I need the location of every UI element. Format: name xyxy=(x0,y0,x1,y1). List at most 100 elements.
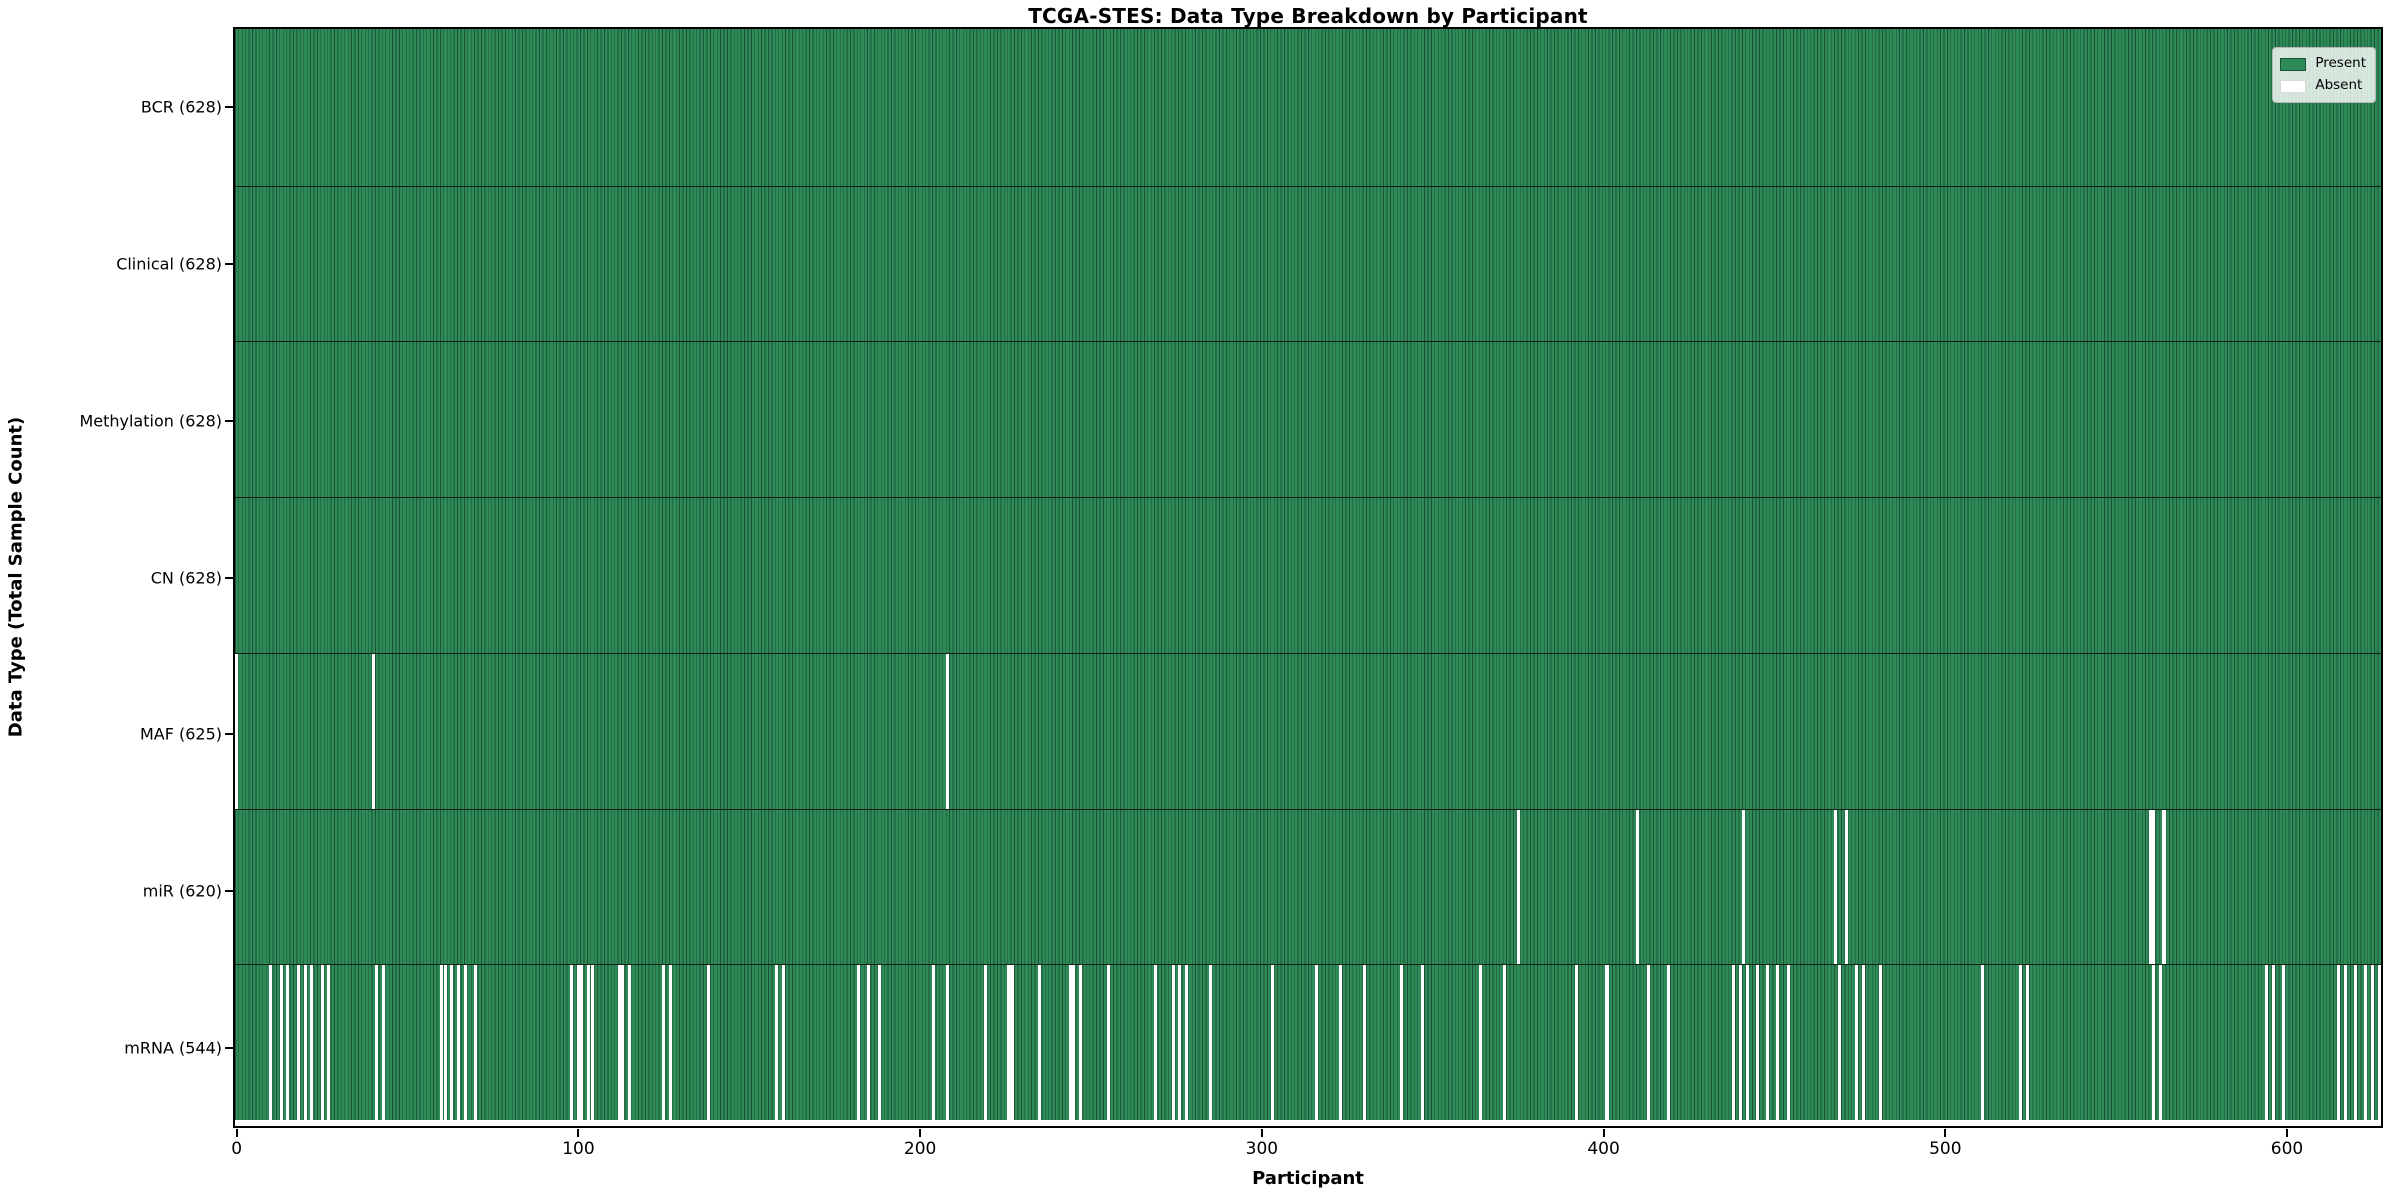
y-tick-label-maf: MAF (625) xyxy=(139,724,222,744)
absent-gap xyxy=(464,965,468,1120)
absent-gap xyxy=(669,965,673,1120)
absent-gap xyxy=(303,965,307,1120)
absent-gap xyxy=(1400,965,1404,1120)
absent-gap xyxy=(2162,809,2166,965)
absent-gap xyxy=(1844,809,1848,965)
absent-gap xyxy=(1745,965,1749,1120)
absent-gap xyxy=(867,965,871,1120)
absent-gap xyxy=(580,965,584,1120)
x-tick-label-400: 400 xyxy=(1587,1139,1620,1159)
absent-gap xyxy=(2377,965,2381,1120)
absent-gap xyxy=(1038,965,1042,1120)
x-tick-label-200: 200 xyxy=(903,1139,937,1159)
absent-gap xyxy=(2370,965,2374,1120)
y-tick-label-bcr: BCR (628) xyxy=(140,97,222,117)
absent-gap xyxy=(1861,965,1865,1120)
absent-gap xyxy=(279,965,283,1120)
absent-gap xyxy=(2148,809,2152,965)
absent-gap xyxy=(443,965,447,1120)
absent-gap xyxy=(781,965,785,1120)
absent-gap xyxy=(1106,965,1110,1120)
absent-gap xyxy=(320,965,324,1120)
x-tick-label-500: 500 xyxy=(1929,1139,1962,1159)
absent-gap xyxy=(1776,965,1780,1120)
chart-row-clinical xyxy=(235,185,2381,342)
plot-area: Present Absent xyxy=(233,27,2383,1128)
absent-gap xyxy=(945,653,949,809)
absent-gap xyxy=(877,965,881,1120)
absent-swatch-icon xyxy=(2280,79,2307,93)
absent-gap xyxy=(1270,965,1274,1120)
absent-gap xyxy=(286,965,290,1120)
y-tick-mark xyxy=(225,106,233,109)
chart-row-maf xyxy=(235,652,2381,809)
absent-gap xyxy=(1667,965,1671,1120)
absent-gap xyxy=(1420,965,1424,1120)
absent-gap xyxy=(1981,965,1985,1120)
absent-gap xyxy=(1315,965,1319,1120)
absent-gap xyxy=(1362,965,1366,1120)
y-tick-label-mir: miR (620) xyxy=(142,881,222,901)
absent-gap xyxy=(1516,809,1520,965)
y-tick-mark xyxy=(225,733,233,736)
x-tick-label-100: 100 xyxy=(562,1139,595,1159)
absent-gap xyxy=(450,965,454,1120)
legend-label-absent: Absent xyxy=(2315,77,2363,94)
absent-gap xyxy=(570,965,574,1120)
absent-gap xyxy=(474,965,478,1120)
absent-gap xyxy=(1738,965,1742,1120)
absent-gap xyxy=(440,965,444,1120)
chart-row-mir xyxy=(235,808,2381,965)
absent-gap xyxy=(1154,965,1158,1120)
absent-gap xyxy=(1072,965,1076,1120)
absent-gap xyxy=(1007,965,1011,1120)
x-tick-mark xyxy=(577,1129,580,1137)
absent-gap xyxy=(1755,965,1759,1120)
absent-gap xyxy=(235,653,239,809)
chart-row-mrna xyxy=(235,964,2381,1120)
x-tick-mark xyxy=(2286,1129,2289,1137)
absent-gap xyxy=(1854,965,1858,1120)
absent-gap xyxy=(1010,965,1014,1120)
absent-gap xyxy=(628,965,632,1120)
absent-gap xyxy=(375,965,379,1120)
x-tick-label-300: 300 xyxy=(1245,1139,1279,1159)
absent-gap xyxy=(1742,809,1746,965)
legend: Present Absent xyxy=(2272,47,2376,103)
chart-row-cn xyxy=(235,497,2381,653)
y-tick-mark xyxy=(225,889,233,892)
absent-gap xyxy=(775,965,779,1120)
absent-gap xyxy=(1837,965,1841,1120)
absent-gap xyxy=(706,965,710,1120)
x-axis-title: Participant xyxy=(1252,1168,1364,1189)
absent-gap xyxy=(1185,965,1189,1120)
absent-gap xyxy=(1636,809,1640,965)
legend-entry-present: Present xyxy=(2280,53,2366,75)
legend-label-present: Present xyxy=(2315,55,2366,72)
absent-gap xyxy=(2271,965,2275,1120)
x-tick-label-600: 600 xyxy=(2270,1139,2304,1159)
x-tick-mark xyxy=(1944,1129,1947,1137)
absent-gap xyxy=(1171,965,1175,1120)
absent-gap xyxy=(617,965,621,1120)
absent-gap xyxy=(1338,965,1342,1120)
y-tick-mark xyxy=(225,576,233,579)
y-tick-mark xyxy=(225,263,233,266)
absent-gap xyxy=(2343,965,2347,1120)
absent-gap xyxy=(2336,965,2340,1120)
absent-gap xyxy=(2364,965,2368,1120)
absent-gap xyxy=(2018,965,2022,1120)
x-tick-mark xyxy=(1260,1129,1263,1137)
absent-gap xyxy=(576,965,580,1120)
absent-gap xyxy=(371,653,375,809)
x-tick-label-0: 0 xyxy=(231,1139,243,1159)
y-tick-label-clinical: Clinical (628) xyxy=(116,254,222,274)
x-tick-mark xyxy=(235,1129,238,1137)
y-tick-label-methylation: Methylation (628) xyxy=(79,411,222,431)
chart-title: TCGA-STES: Data Type Breakdown by Partic… xyxy=(1028,4,1588,28)
present-swatch-icon xyxy=(2280,57,2307,71)
absent-gap xyxy=(327,965,331,1120)
absent-gap xyxy=(2152,809,2156,965)
y-tick-mark xyxy=(225,1046,233,1049)
